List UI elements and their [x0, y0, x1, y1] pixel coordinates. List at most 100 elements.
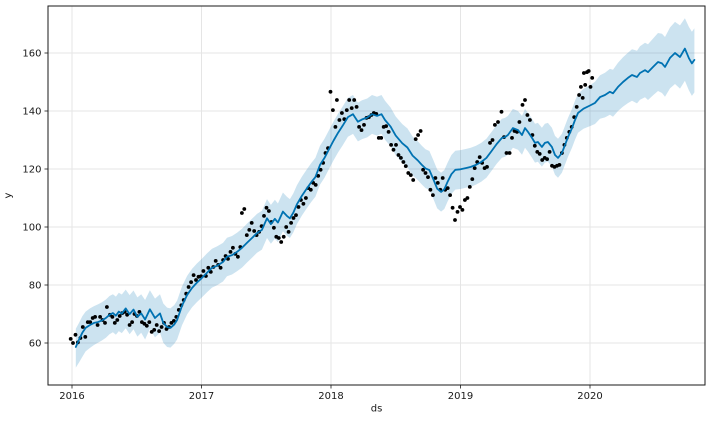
observation-dot [389, 143, 393, 147]
observation-dot [577, 93, 581, 97]
observation-dot [316, 174, 321, 178]
observation-dot [337, 118, 342, 122]
observation-dot [291, 216, 296, 220]
observation-dot [88, 320, 93, 324]
observation-dot [579, 85, 583, 89]
y-tick-label: 100 [22, 223, 41, 234]
observation-dot [540, 158, 545, 162]
observation-dot [525, 113, 530, 117]
observation-dot [105, 305, 109, 309]
observation-dot [557, 163, 562, 167]
observation-dot [470, 177, 475, 182]
observation-dot [362, 123, 366, 127]
uncertainty-band [75, 18, 695, 368]
x-tick-label: 2016 [59, 391, 84, 402]
observation-dot [458, 205, 462, 209]
observation-dot [537, 152, 542, 156]
observation-dot [130, 320, 135, 324]
tick-marks [44, 52, 591, 389]
observation-dot [301, 201, 306, 206]
x-tick-label: 2018 [318, 391, 343, 402]
observation-dot [242, 207, 247, 211]
observation-dot [352, 98, 357, 102]
observation-dot [157, 329, 162, 333]
observation-dot [103, 321, 107, 325]
observation-dot [453, 218, 457, 222]
observation-dot [206, 265, 211, 270]
observation-dot [450, 205, 455, 210]
observation-dot [194, 278, 198, 282]
observation-dot [399, 156, 403, 160]
observation-dot [267, 209, 271, 213]
observation-dot [428, 187, 433, 192]
observation-dot [386, 130, 391, 134]
observation-dot [189, 280, 194, 284]
observation-dot [244, 233, 249, 238]
observation-dot [583, 83, 588, 87]
observation-dot [580, 96, 585, 100]
observation-dot [349, 106, 354, 110]
observation-dot [144, 323, 149, 328]
observation-dot [496, 120, 500, 124]
observation-dot [284, 225, 289, 229]
observation-dot [93, 315, 97, 319]
observation-dot [528, 118, 532, 122]
observation-dot [582, 71, 586, 75]
observation-dot [201, 269, 206, 273]
observation-dot [423, 171, 428, 175]
observation-dot [289, 221, 293, 225]
observation-dot [413, 137, 418, 142]
observation-dot [240, 211, 244, 215]
observation-dot [354, 105, 359, 109]
observation-dot [328, 89, 333, 94]
observation-dot [276, 236, 281, 240]
observation-dot [236, 254, 240, 259]
observation-dot [115, 318, 120, 322]
observation-dot [586, 69, 591, 73]
observation-dot [426, 175, 430, 180]
observation-dot [477, 155, 482, 160]
observation-dot [186, 285, 191, 289]
y-tick-label: 160 [22, 49, 41, 60]
x-tick-label: 2017 [189, 391, 214, 402]
observation-dot [296, 205, 301, 209]
observation-dot [504, 151, 509, 155]
observation-dot [80, 325, 85, 329]
observation-dot [281, 234, 286, 239]
y-axis-label: y [3, 192, 14, 198]
observation-dot [95, 323, 100, 327]
observation-dot [73, 332, 78, 337]
observation-dot [401, 160, 406, 164]
observation-dot [510, 136, 514, 140]
observation-dot [359, 128, 364, 133]
observation-dot [418, 129, 423, 133]
grid [48, 6, 705, 385]
observation-dot [545, 157, 549, 162]
observation-dot [152, 328, 157, 332]
observation-dot [445, 186, 450, 191]
y-tick-label: 140 [22, 107, 41, 118]
y-tick-label: 80 [29, 281, 42, 292]
observation-dot [357, 125, 361, 129]
observation-dot [117, 314, 122, 318]
observation-dot [488, 141, 492, 145]
observation-dot [137, 310, 142, 314]
observation-dot [472, 166, 477, 171]
observation-dot [191, 273, 196, 277]
observation-dot [159, 325, 164, 329]
observation-dot [279, 240, 284, 244]
observation-dot [272, 225, 276, 230]
x-axis-label: ds [371, 404, 383, 415]
observation-dot [431, 193, 435, 198]
observation-dot [440, 176, 445, 180]
observation-dot [262, 214, 266, 218]
observation-dot [406, 171, 411, 175]
observation-dot [547, 150, 552, 154]
observation-dot [411, 178, 416, 182]
observation-dot [408, 173, 413, 178]
observation-dot [344, 108, 349, 112]
observation-dot [247, 228, 252, 232]
observation-dot [112, 321, 117, 325]
forecast-line [74, 47, 696, 348]
